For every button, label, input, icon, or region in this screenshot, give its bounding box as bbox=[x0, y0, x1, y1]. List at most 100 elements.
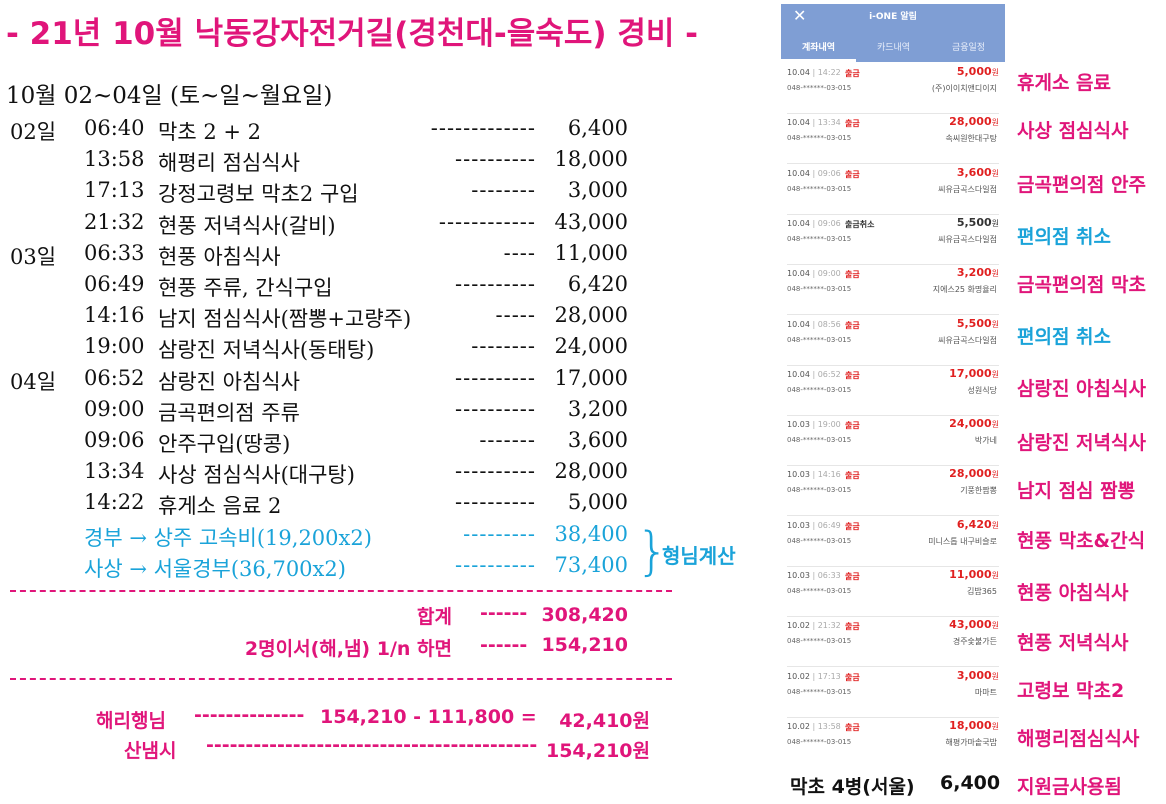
tx-divider bbox=[787, 163, 999, 165]
tx-amount: 6,420원 bbox=[957, 518, 999, 531]
tx-amount-value: 18,000 bbox=[949, 718, 992, 732]
tx-date-time: 09:06 bbox=[817, 218, 841, 228]
annotation-note: 해평리점심식사 bbox=[1017, 728, 1140, 750]
expense-dash: -------- bbox=[471, 334, 536, 359]
tx-date-time: 13:34 bbox=[817, 118, 841, 128]
tx-amount: 28,000원 bbox=[949, 467, 999, 480]
transaction-row[interactable]: 10.04 | 09:06 출금 3,600원 048-******-03-015 씨유… bbox=[781, 163, 1005, 215]
expense-row: 13:34 사상 점심식사(대구탕) ---------- 28,000 bbox=[0, 459, 640, 490]
tx-amount-currency: 원 bbox=[991, 571, 999, 580]
annotation-note: 휴게소 음료 bbox=[1017, 72, 1112, 94]
tx-date: 10.03 | 06:33 bbox=[787, 571, 841, 580]
tx-date-time: 09:00 bbox=[817, 269, 841, 279]
transaction-row[interactable]: 10.04 | 09:00 출금 3,200원 048-******-03-015 지에… bbox=[781, 263, 1005, 316]
tab-bar: 계좌내역 카드내역 금융일정 bbox=[781, 38, 1005, 62]
tx-date-time: 09:06 bbox=[817, 168, 841, 178]
tx-date-time: 14:16 bbox=[817, 470, 841, 480]
tx-account: 048-******-03-015 bbox=[787, 385, 852, 394]
transaction-row[interactable]: 10.04 | 06:52 출금 17,000원 048-******-03-015 성… bbox=[781, 364, 1005, 416]
tx-amount-value: 5,500 bbox=[956, 316, 992, 330]
expense-desc: 금곡편의점 주류 bbox=[158, 400, 300, 425]
transaction-row[interactable]: 10.04 | 09:06 출금취소 5,500원 048-******-03-015… bbox=[781, 213, 1005, 265]
app-header: ✕ i-ONE 알림 계좌내역 카드내역 금융일정 bbox=[781, 4, 1005, 62]
footer-label: 막초 4병(서울) bbox=[790, 776, 915, 798]
tx-amount-value: 28,000 bbox=[949, 115, 992, 129]
transaction-row[interactable]: 10.03 | 06:49 출금 6,420원 048-******-03-015 미니… bbox=[781, 515, 1005, 567]
tx-divider bbox=[787, 716, 999, 718]
settlement-result-1: 42,410원 bbox=[559, 710, 650, 732]
toll-dash: --------- bbox=[463, 521, 536, 546]
tx-merchant: 경주숯불가든 bbox=[952, 637, 997, 647]
tx-amount-value: 5,500 bbox=[956, 215, 992, 229]
expense-amount: 3,600 bbox=[567, 428, 628, 452]
tx-kind: 출금취소 bbox=[845, 219, 875, 229]
transaction-row[interactable]: 10.03 | 14:16 출금 28,000원 048-******-03-015 기… bbox=[781, 464, 1005, 517]
transaction-row[interactable]: 10.02 | 21:32 출금 43,000원 048-******-03-015 경… bbox=[781, 615, 1005, 668]
transaction-row[interactable]: 10.02 | 17:13 출금 3,000원 048-******-03-015 마마… bbox=[781, 666, 1005, 718]
annotation-note: 편의점 취소 bbox=[1017, 326, 1112, 348]
expense-desc: 사상 점심식사(대구탕) bbox=[158, 463, 355, 488]
tx-merchant: 박가네 bbox=[974, 436, 997, 446]
tx-date-day: 10.02 bbox=[787, 621, 810, 631]
tx-date: 10.02 | 21:32 bbox=[787, 621, 841, 631]
tx-divider bbox=[787, 364, 999, 366]
expense-amount: 3,200 bbox=[567, 396, 628, 421]
tx-merchant: 해평가마솥국밥 bbox=[945, 737, 997, 747]
tx-amount-value: 28,000 bbox=[949, 467, 992, 481]
tx-account: 048-******-03-015 bbox=[787, 84, 852, 92]
footer-amount: 6,400 bbox=[940, 772, 1001, 794]
tx-divider bbox=[787, 263, 999, 265]
tx-amount-value: 6,420 bbox=[956, 517, 992, 531]
tx-divider bbox=[787, 666, 999, 668]
expense-dash: ------------- bbox=[430, 116, 536, 140]
expense-desc: 삼랑진 아침식사 bbox=[158, 369, 300, 394]
tx-amount: 5,500원 bbox=[957, 216, 999, 229]
transaction-row[interactable]: 10.03 | 19:00 출금 24,000원 048-******-03-015 박… bbox=[781, 414, 1005, 467]
transaction-row[interactable]: 10.04 | 08:56 출금 5,500원 048-******-03-015 씨유… bbox=[781, 314, 1005, 366]
expense-amount: 6,400 bbox=[567, 116, 628, 140]
tab-account-history[interactable]: 계좌내역 bbox=[781, 38, 856, 62]
expense-desc: 현풍 주류, 간식구입 bbox=[158, 276, 333, 300]
expense-desc: 현풍 아침식사 bbox=[158, 244, 281, 269]
expense-dash: ---------- bbox=[455, 396, 536, 421]
transaction-row[interactable]: 10.03 | 06:33 출금 11,000원 048-******-03-015 김… bbox=[781, 565, 1005, 617]
toll-dash: ---------- bbox=[455, 552, 536, 577]
tx-merchant: (주)이이치앤디이지 bbox=[931, 84, 997, 93]
tx-account: 048-******-03-015 bbox=[787, 335, 852, 344]
bank-app-screenshot: ✕ i-ONE 알림 계좌내역 카드내역 금융일정 10.04 | 14:22 출… bbox=[781, 4, 1005, 765]
annotation-note: 금곡편의점 안주 bbox=[1017, 174, 1146, 196]
tx-divider bbox=[787, 113, 999, 114]
transaction-row[interactable]: 10.02 | 13:58 출금 18,000원 048-******-03-015 해… bbox=[781, 716, 1005, 765]
expense-day: 03일 bbox=[10, 244, 57, 269]
tx-amount-value: 43,000 bbox=[949, 618, 992, 632]
tab-finance-schedule[interactable]: 금융일정 bbox=[951, 43, 986, 53]
close-icon[interactable]: ✕ bbox=[793, 6, 807, 25]
transaction-row[interactable]: 10.04 | 14:22 출금 5,000원 048-******-03-015 (주… bbox=[781, 62, 1005, 114]
tx-account: 048-******-03-015 bbox=[787, 436, 852, 445]
expense-amount: 28,000 bbox=[554, 459, 628, 484]
tx-account: 048-******-03-015 bbox=[787, 587, 852, 595]
expense-dash: ---------- bbox=[455, 490, 536, 515]
tx-date: 10.04 | 09:06 bbox=[787, 168, 841, 178]
expense-dash: ----- bbox=[495, 303, 536, 328]
tx-kind: 출금 bbox=[845, 521, 860, 531]
annotation-note: 금곡편의점 막초 bbox=[1017, 274, 1146, 296]
annotation-note: 삼랑진 저녁식사 bbox=[1017, 432, 1146, 454]
tx-date: 10.03 | 06:49 bbox=[787, 520, 841, 530]
transaction-row[interactable]: 10.04 | 13:34 출금 28,000원 048-******-03-015 속… bbox=[781, 112, 1005, 165]
tx-account: 048-******-03-015 bbox=[787, 687, 852, 696]
tx-amount-currency: 원 bbox=[991, 470, 999, 480]
expense-dash: ---------- bbox=[455, 365, 536, 390]
tab-card-history[interactable]: 카드내역 bbox=[876, 43, 911, 53]
tx-merchant: 김밥365 bbox=[967, 587, 997, 596]
tx-amount: 3,600원 bbox=[957, 166, 999, 179]
expense-amount: 6,420 bbox=[567, 272, 628, 296]
annotation-note: 삼랑진 아침식사 bbox=[1017, 378, 1146, 400]
tx-amount-currency: 원 bbox=[991, 671, 999, 681]
tx-merchant: 속씨원한대구탕 bbox=[945, 134, 997, 144]
tx-kind: 출금 bbox=[845, 119, 860, 129]
tx-date-time: 06:52 bbox=[817, 369, 841, 379]
tx-amount-value: 17,000 bbox=[949, 366, 992, 380]
divider-dashed bbox=[10, 590, 672, 592]
tx-account: 048-******-03-015 bbox=[787, 134, 852, 143]
